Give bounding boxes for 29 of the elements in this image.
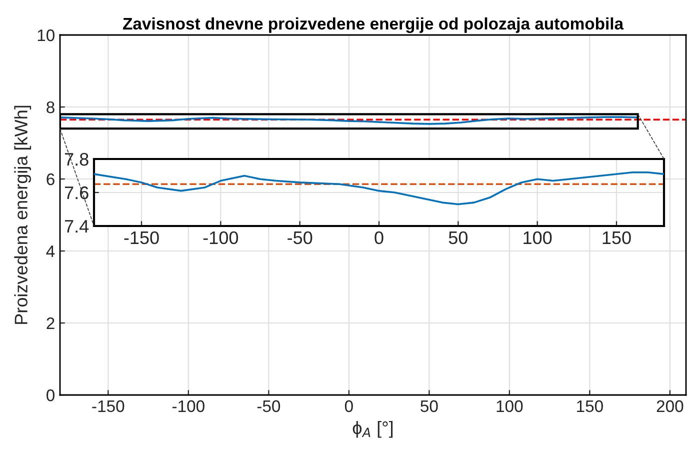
y-tick-label: 2: [46, 317, 54, 330]
x-axis-title: ϕ$_{A}$ [°]: [352, 420, 393, 438]
x-tick-label: 50: [420, 400, 438, 412]
x-tick-label: -150: [92, 400, 124, 412]
x-tick-label: -150: [124, 231, 159, 244]
x-tick-label: 200: [656, 400, 684, 412]
x-tick-label: 150: [602, 231, 631, 244]
y-axis-title: Proizvedena energija [kWh]: [14, 106, 32, 324]
x-tick-label: 150: [577, 400, 603, 412]
line-series: [60, 116, 639, 125]
x-tick-label: 100: [524, 231, 552, 244]
y-tick-label: 7.4: [64, 220, 89, 233]
y-tick-label: 4: [46, 246, 55, 258]
y-tick-label: 0: [46, 389, 54, 402]
line-series: [94, 171, 664, 206]
x-tick-label: -50: [288, 231, 312, 244]
x-tick-label: -50: [257, 400, 280, 412]
y-tick-label: 10: [38, 29, 54, 42]
x-tick-label: -100: [172, 400, 204, 412]
x-tick-label: 50: [448, 231, 468, 244]
x-tick-label: -100: [203, 231, 238, 244]
y-tick-label: 6: [46, 173, 54, 186]
x-tick-label: 100: [496, 400, 523, 412]
x-tick-label: 0: [374, 231, 384, 244]
x-tick-label: 0: [344, 400, 353, 412]
chart-title: Zavisnost dnevne proizvedene energije od polozaja automobila: [123, 17, 624, 33]
y-tick-label: 8: [46, 101, 54, 114]
y-tick-label: 7.6: [64, 186, 88, 200]
y-tick-label: 7.8: [64, 152, 88, 166]
